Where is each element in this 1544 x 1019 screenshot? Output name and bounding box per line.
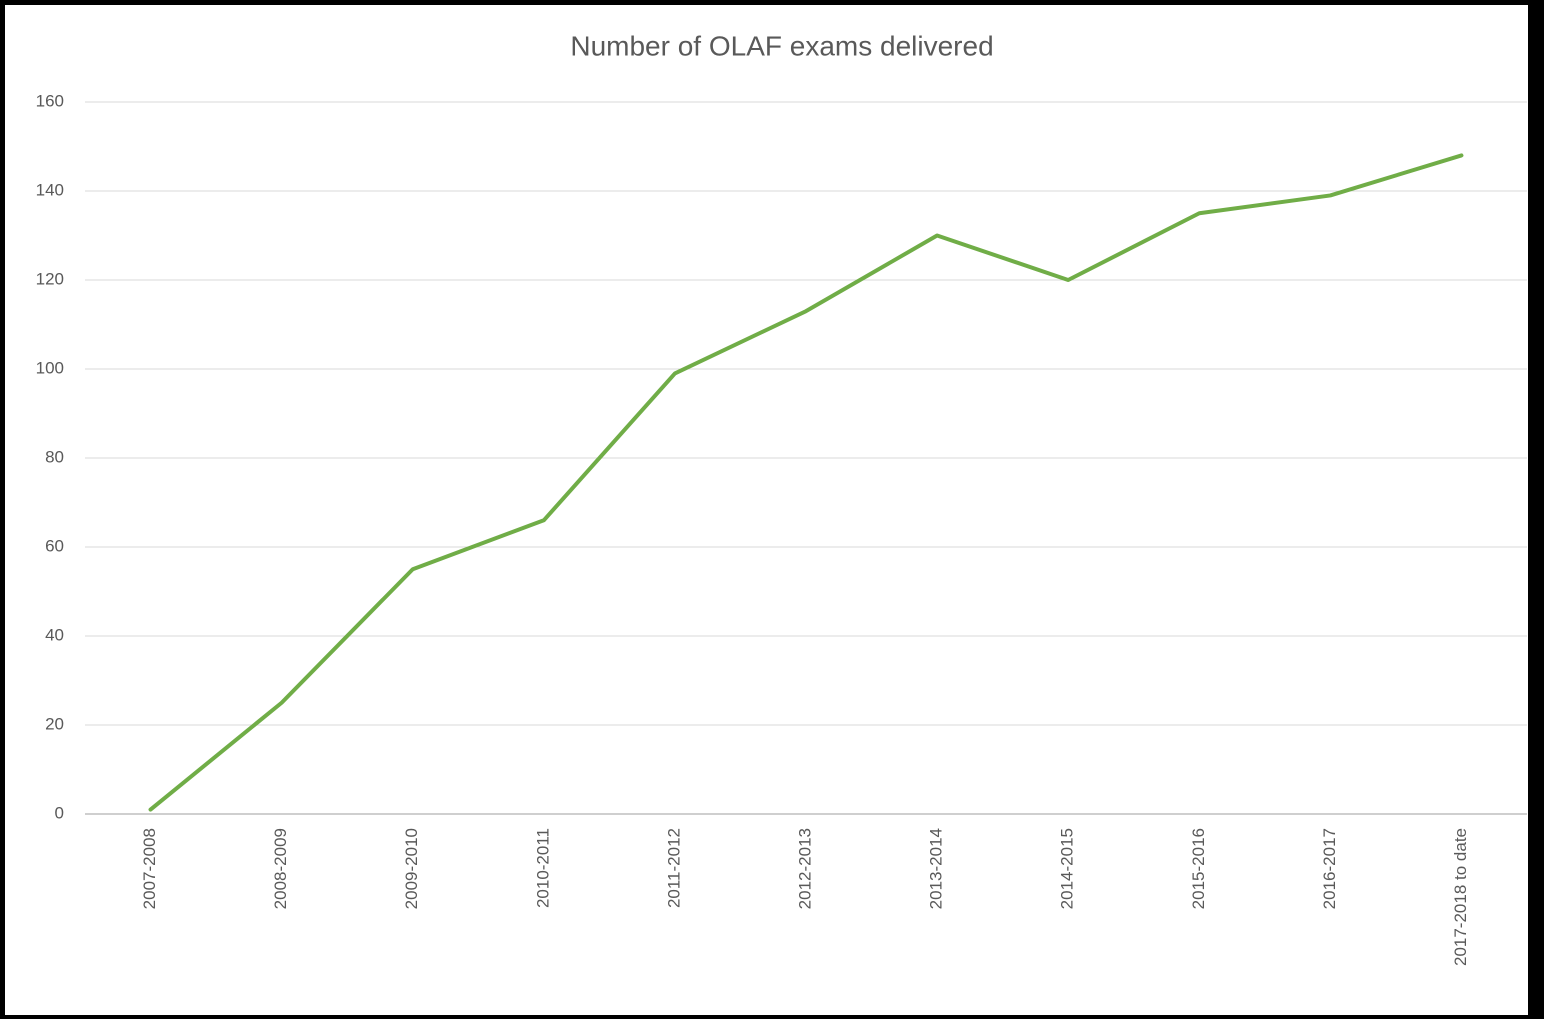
x-tick-label: 2015-2016 xyxy=(1189,828,1208,909)
x-tick-label: 2013-2014 xyxy=(927,828,946,909)
y-tick-label: 100 xyxy=(36,358,64,377)
y-tick-label: 60 xyxy=(45,536,64,555)
x-tick-label: 2014-2015 xyxy=(1058,828,1077,909)
y-tick-label: 40 xyxy=(45,625,64,644)
x-tick-label: 2017-2018 to date xyxy=(1451,828,1470,966)
y-tick-label: 160 xyxy=(36,91,64,110)
y-tick-label: 120 xyxy=(36,269,64,288)
y-tick-label: 140 xyxy=(36,180,64,199)
x-tick-label: 2012-2013 xyxy=(795,828,814,909)
x-tick-label: 2010-2011 xyxy=(533,828,552,908)
chart-title: Number of OLAF exams delivered xyxy=(570,30,993,61)
y-tick-label: 20 xyxy=(45,714,64,733)
y-tick-label: 0 xyxy=(55,803,64,822)
x-tick-label: 2009-2010 xyxy=(402,828,421,909)
x-tick-label: 2007-2008 xyxy=(140,828,159,909)
x-tick-label: 2011-2012 xyxy=(664,828,683,908)
y-tick-label: 80 xyxy=(45,447,64,466)
line-series xyxy=(148,153,1464,812)
x-tick-label: 2008-2009 xyxy=(271,828,290,909)
chart-area xyxy=(5,5,1528,1015)
x-tick-label: 2016-2017 xyxy=(1320,828,1339,909)
